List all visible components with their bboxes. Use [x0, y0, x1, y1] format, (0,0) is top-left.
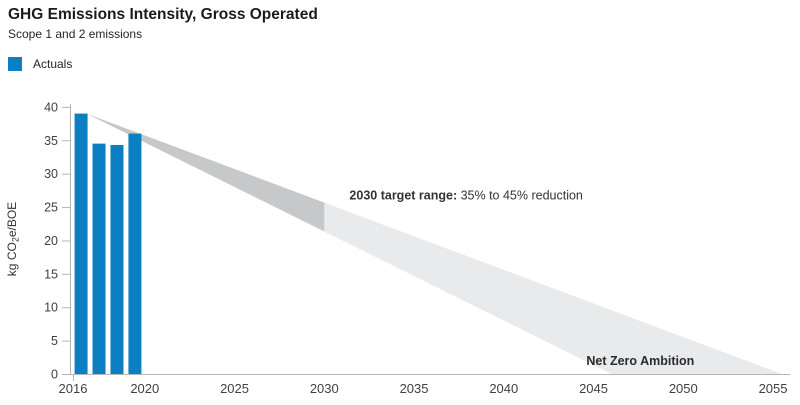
x-tick-2045: 2045	[579, 381, 608, 396]
x-tick-2030: 2030	[310, 381, 339, 396]
x-tick-labels: 2016 2020 2025 2030 2035 2040 2045 2050 2055	[59, 374, 788, 396]
annotation-0: 2030 target range: 35% to 45% reduction	[349, 189, 583, 203]
bars-group	[74, 113, 142, 374]
legend-swatch-actuals	[8, 57, 22, 71]
x-tick-2040: 2040	[489, 381, 518, 396]
target-fan-dark	[86, 113, 325, 232]
y-tick-10: 10	[44, 301, 58, 315]
chart-header: GHG Emissions Intensity, Gross Operated …	[8, 6, 318, 41]
page-title: GHG Emissions Intensity, Gross Operated	[8, 6, 318, 23]
bar-2016	[74, 113, 88, 374]
y-tick-15: 15	[44, 267, 58, 281]
x-tick-2020: 2020	[130, 381, 159, 396]
chart-legend: Actuals	[8, 57, 72, 71]
x-tick-2050: 2050	[669, 381, 698, 396]
y-tick-35: 35	[44, 134, 58, 148]
y-tick-25: 25	[44, 201, 58, 215]
y-axis-label: kg CO2e/BOE	[5, 202, 21, 276]
y-tick-40: 40	[44, 100, 58, 114]
x-tick-2035: 2035	[400, 381, 429, 396]
y-tick-labels: 0 5 10 15 20 25 30 35 40	[44, 100, 70, 382]
x-tick-2025: 2025	[220, 381, 249, 396]
bar-2019	[128, 133, 142, 374]
y-tick-5: 5	[51, 334, 58, 348]
y-tick-20: 20	[44, 234, 58, 248]
bar-2018	[110, 144, 124, 374]
y-tick-0: 0	[51, 368, 58, 382]
x-tick-2055: 2055	[759, 381, 788, 396]
annotation-1: Net Zero Ambition	[586, 354, 694, 368]
legend-label-actuals: Actuals	[33, 57, 73, 71]
bar-2017	[92, 143, 106, 374]
target-fan-light	[324, 202, 783, 374]
chart-subtitle: Scope 1 and 2 emissions	[8, 27, 143, 41]
x-tick-2016: 2016	[59, 381, 88, 396]
y-tick-30: 30	[44, 167, 58, 181]
